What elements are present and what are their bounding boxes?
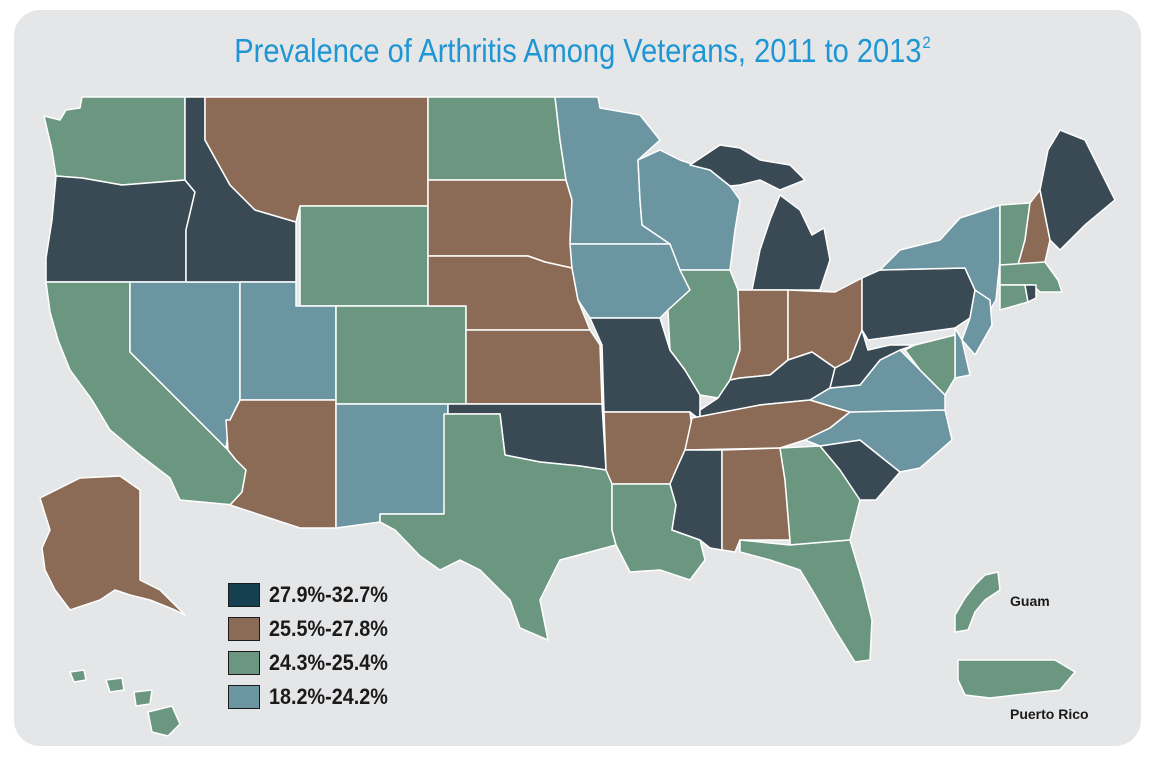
state-TX: [379, 413, 617, 641]
state-NC: [804, 409, 953, 473]
state-MD: [904, 334, 956, 396]
legend-swatch: [228, 685, 260, 709]
guam-label: Guam: [1010, 593, 1050, 609]
state-FL: [739, 539, 873, 663]
state-RI: [1024, 284, 1037, 303]
map-title: Prevalence of Arthritis Among Veterans, …: [70, 32, 1095, 70]
legend-label: 24.3%-25.4%: [269, 650, 388, 675]
title-text: Prevalence of Arthritis Among Veterans, …: [234, 32, 922, 69]
puerto-rico-label: Puerto Rico: [1010, 706, 1089, 722]
state-MO: [589, 317, 701, 421]
legend-label: 25.5%-27.8%: [269, 616, 388, 641]
legend-item: 24.3%-25.4%: [228, 646, 401, 680]
state-ND: [427, 96, 567, 181]
state-NJ: [961, 289, 993, 356]
state-ME: [1039, 129, 1116, 251]
state-IL: [667, 269, 741, 399]
legend-item: 18.2%-24.2%: [228, 680, 401, 714]
state-KS: [465, 329, 603, 405]
state-NM: [335, 403, 449, 529]
state-WA: [43, 96, 186, 186]
title-footnote: 2: [922, 33, 931, 52]
legend-swatch: [228, 617, 260, 641]
legend-swatch: [228, 651, 260, 675]
hawaii-big-island: [147, 705, 181, 737]
legend-item: 25.5%-27.8%: [228, 612, 401, 646]
territory-GU: [954, 571, 1001, 633]
legend-swatch: [228, 583, 260, 607]
state-MI-upper: [689, 144, 806, 191]
state-AZ: [225, 399, 337, 529]
state-HI: [69, 669, 181, 737]
state-CO: [335, 305, 467, 405]
hawaii-oahu: [105, 677, 125, 693]
state-SD: [427, 179, 573, 269]
hawaii-kauai: [69, 669, 87, 683]
legend: 27.9%-32.7% 25.5%-27.8% 24.3%-25.4% 18.2…: [228, 578, 401, 714]
legend-label: 18.2%-24.2%: [269, 684, 388, 709]
state-AK: [39, 475, 186, 616]
state-AL: [721, 447, 791, 553]
state-WY: [299, 205, 429, 307]
state-PA: [861, 267, 976, 341]
state-WI: [637, 149, 741, 271]
legend-label: 27.9%-32.7%: [269, 582, 388, 607]
state-OR: [45, 175, 196, 283]
territory-PR: [957, 659, 1076, 699]
legend-item: 27.9%-32.7%: [228, 578, 401, 612]
state-OH: [787, 277, 863, 369]
state-MI: [751, 194, 831, 291]
state-NE: [427, 255, 591, 331]
state-CT: [999, 284, 1029, 311]
hawaii-maui: [133, 689, 153, 707]
